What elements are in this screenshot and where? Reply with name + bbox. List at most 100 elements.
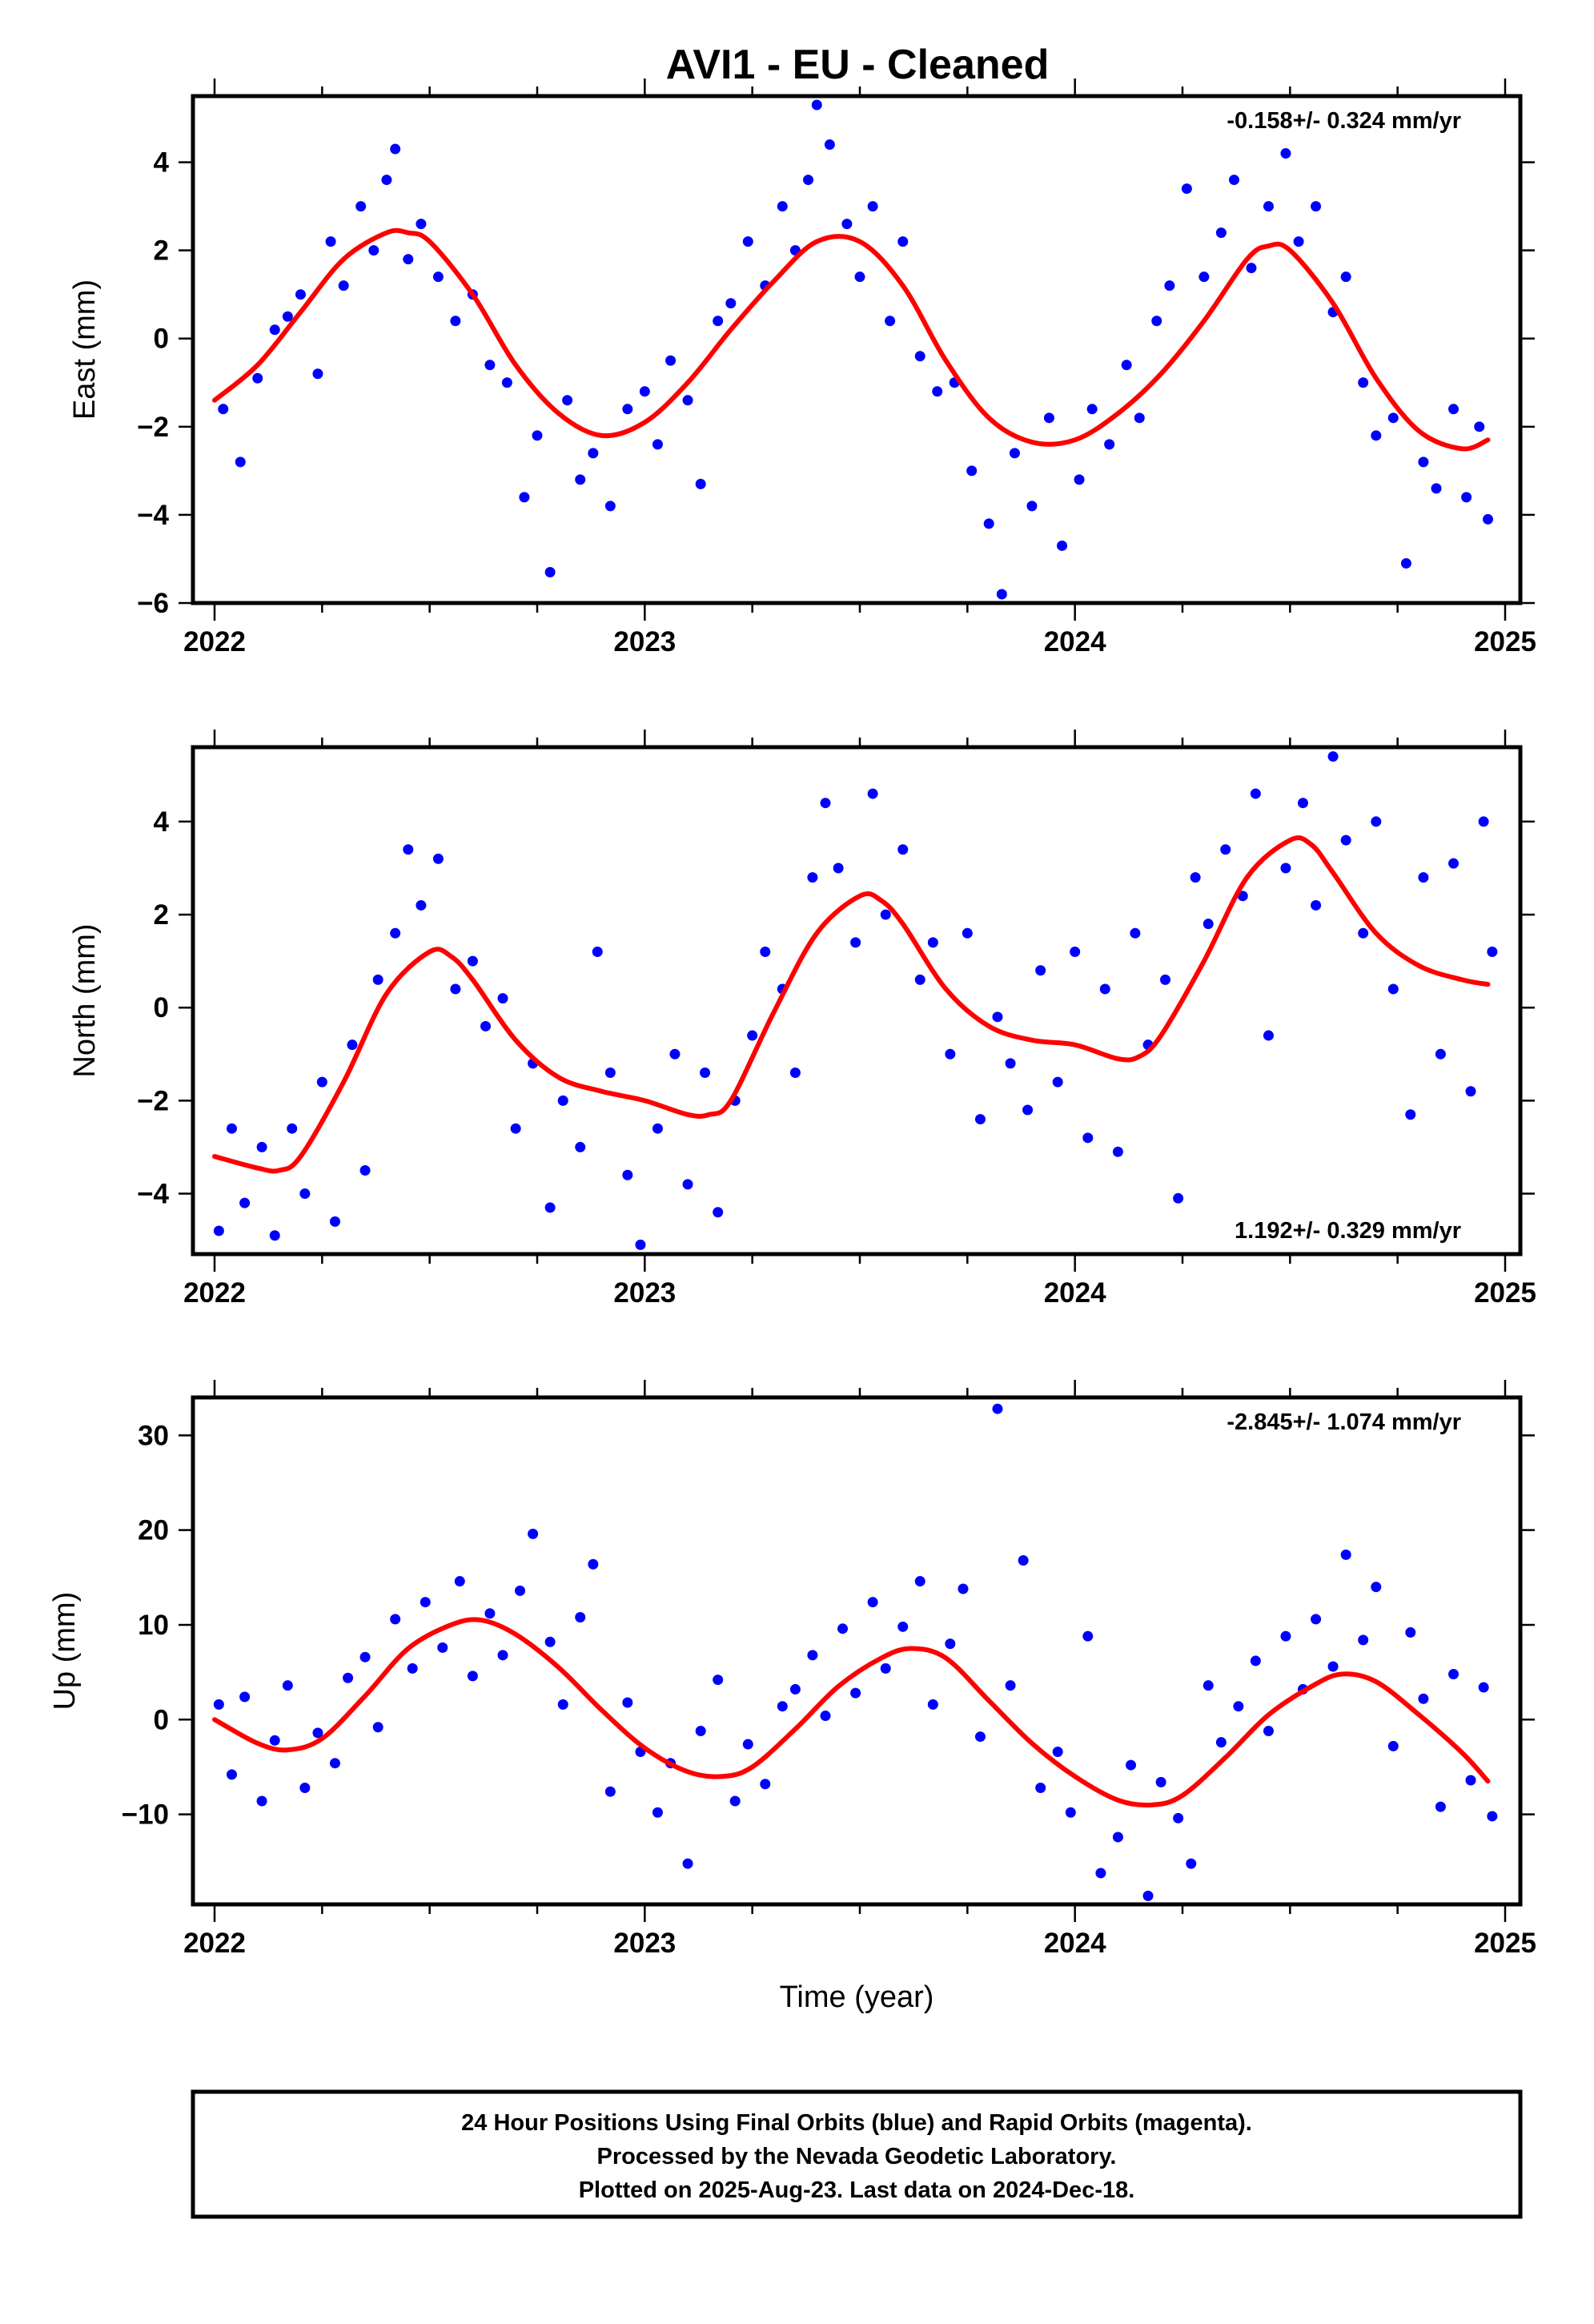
north-y-tick-label: −2 <box>137 1085 169 1116</box>
east-plot-frame <box>191 94 1523 605</box>
up-data-point <box>1340 1549 1351 1560</box>
north-data-point <box>760 947 771 958</box>
north-data-point <box>635 1239 646 1250</box>
north-data-point <box>416 899 427 911</box>
x-axis-label: Time (year) <box>780 1980 934 2014</box>
east-data-point <box>777 201 788 212</box>
north-data-point <box>1263 1030 1274 1041</box>
north-data-point <box>1052 1076 1063 1088</box>
north-data-point <box>1190 872 1201 883</box>
panel-east: 2022 2023 2024 2025 −6 −4 −2 0 2 4 East (mm) -0.158… <box>68 78 1536 657</box>
up-data-point <box>1173 1812 1184 1823</box>
east-data-point <box>501 377 512 388</box>
north-data-point <box>557 1095 568 1106</box>
east-data-point <box>1280 148 1291 159</box>
north-x-tick-label: 2023 <box>613 1277 676 1309</box>
north-data-point <box>329 1216 340 1227</box>
north-data-point <box>880 909 891 920</box>
north-data-point <box>1478 816 1489 827</box>
up-data-point <box>256 1795 267 1807</box>
east-data-point <box>665 355 677 366</box>
east-data-point <box>532 430 543 441</box>
north-data-point <box>1005 1058 1016 1069</box>
north-data-point <box>299 1188 311 1200</box>
north-data-point <box>992 1011 1003 1023</box>
east-data-point <box>652 439 663 450</box>
up-data-point <box>622 1697 633 1708</box>
north-y-axis-label: North (mm) <box>68 923 102 1077</box>
east-data-point <box>390 143 401 155</box>
north-data-point <box>1448 858 1459 869</box>
north-data-point <box>1022 1104 1034 1116</box>
north-data-point <box>945 1048 956 1059</box>
east-data-point <box>1358 377 1369 388</box>
north-data-point <box>1327 751 1339 762</box>
panel-up: 2022 2023 2024 2025 −10 0 10 20 30 Up (mm) -2.845+… <box>48 1380 1536 1959</box>
north-data-point <box>403 844 414 855</box>
east-y-tick-label: 0 <box>154 324 169 355</box>
east-data-point <box>725 298 737 309</box>
east-data-point <box>282 311 293 322</box>
north-data-point <box>1297 798 1308 809</box>
east-data-point <box>1246 263 1257 274</box>
east-data-point <box>368 245 379 256</box>
north-data-point <box>1070 947 1081 958</box>
east-data-point <box>544 566 556 577</box>
up-data-point <box>695 1725 706 1736</box>
up-data-point <box>1311 1614 1322 1625</box>
north-data-point <box>592 947 603 958</box>
east-data-point <box>295 289 306 300</box>
up-data-point <box>557 1699 568 1710</box>
east-data-point <box>1387 412 1399 424</box>
up-plot-frame <box>191 1395 1523 1907</box>
north-data-point <box>682 1179 693 1190</box>
up-data-point <box>807 1650 818 1661</box>
up-data-point <box>729 1795 741 1807</box>
east-data-point <box>803 175 814 186</box>
up-data-point <box>682 1858 693 1869</box>
up-data-point <box>914 1576 925 1587</box>
up-data-point <box>528 1528 539 1539</box>
north-y-tick-label: 4 <box>154 806 170 838</box>
east-data-point <box>1483 513 1494 525</box>
north-data-point <box>1173 1192 1184 1204</box>
east-y-tick-label: −6 <box>137 588 169 619</box>
up-data-point <box>484 1608 496 1619</box>
up-series <box>212 1403 1498 1901</box>
north-data-point <box>1280 862 1291 874</box>
east-data-point <box>562 395 573 406</box>
east-data-point <box>966 465 978 476</box>
up-data-point <box>1358 1634 1369 1646</box>
footer-line-3: Plotted on 2025-Aug-23. Last data on 202… <box>579 2177 1135 2203</box>
north-data-point <box>239 1197 251 1208</box>
up-data-point <box>213 1699 224 1710</box>
east-data-point <box>484 360 496 371</box>
up-y-axis-label: Up (mm) <box>48 1592 82 1711</box>
up-data-point <box>544 1636 556 1647</box>
up-data-point <box>269 1735 280 1746</box>
up-data-point <box>713 1675 724 1686</box>
up-data-point <box>1465 1775 1476 1786</box>
east-data-point <box>1134 412 1145 424</box>
up-data-point <box>420 1597 431 1608</box>
north-data-point <box>497 993 508 1004</box>
north-y-tick-label: −4 <box>137 1179 169 1210</box>
up-data-point <box>867 1597 878 1608</box>
north-y-tick-label: 0 <box>154 992 169 1023</box>
up-data-point <box>1233 1701 1244 1712</box>
north-data-point <box>1220 844 1231 855</box>
east-data-point <box>1418 456 1429 468</box>
east-data-point <box>897 236 909 247</box>
north-data-point <box>269 1230 280 1241</box>
east-data-point <box>312 368 323 380</box>
north-data-point <box>1035 965 1046 976</box>
up-data-point <box>1405 1626 1416 1638</box>
east-data-point <box>403 254 414 265</box>
east-data-point <box>450 316 461 327</box>
east-data-point <box>1448 404 1459 415</box>
north-data-point <box>962 927 973 939</box>
east-data-point <box>695 478 706 489</box>
north-data-point <box>747 1030 758 1041</box>
up-data-point <box>992 1403 1003 1414</box>
